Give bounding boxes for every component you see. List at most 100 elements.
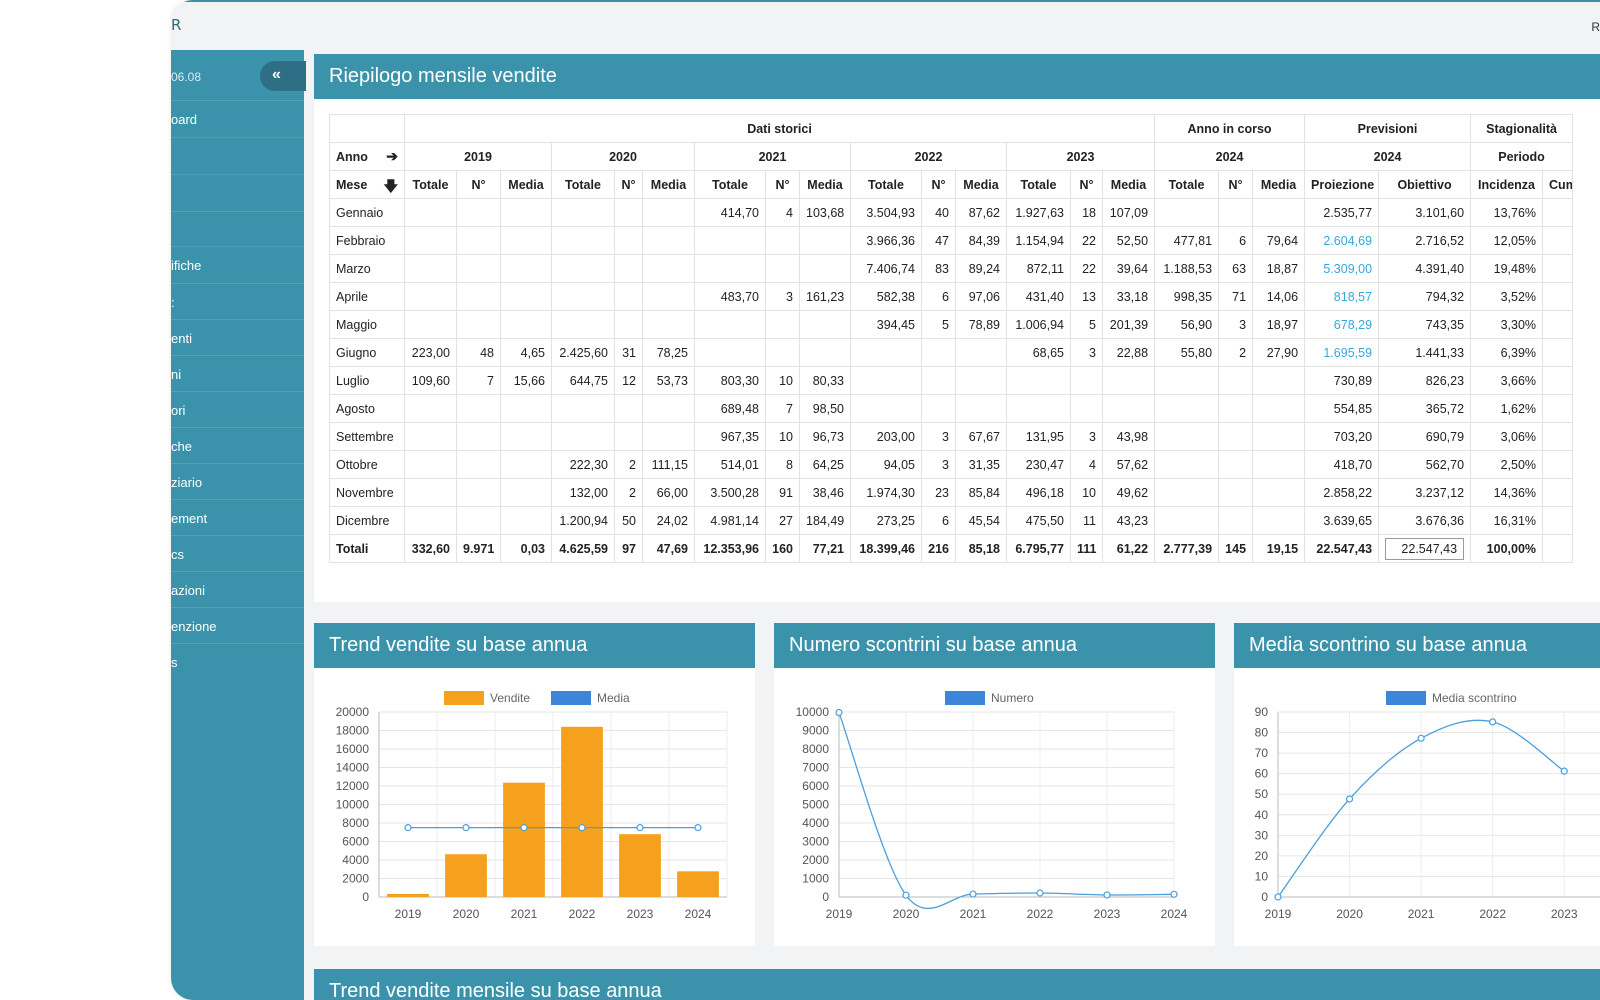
- projection-cell: 730,89: [1304, 366, 1380, 395]
- value-cell: 14,36%: [1470, 478, 1544, 507]
- value-cell: 803,30: [694, 366, 766, 395]
- value-cell: 203,00: [850, 422, 922, 451]
- value-cell: 5: [1070, 310, 1103, 339]
- value-cell: 3: [921, 450, 956, 479]
- value-cell: [1542, 254, 1574, 283]
- x-tick-label: 2024: [1161, 907, 1188, 921]
- sidebar-item[interactable]: oard: [171, 100, 304, 137]
- month-cell: Settembre: [329, 422, 405, 451]
- sidebar-item[interactable]: ni: [171, 355, 304, 392]
- value-cell: [1154, 198, 1220, 227]
- month-cell: Giugno: [329, 338, 405, 367]
- value-cell: 45,54: [955, 506, 1007, 535]
- col-avg: Media: [1252, 170, 1306, 199]
- sidebar-item[interactable]: enti: [171, 319, 304, 356]
- sidebar-collapse-button[interactable]: «: [260, 61, 306, 91]
- sidebar-item[interactable]: azioni: [171, 571, 304, 608]
- value-cell: [1218, 450, 1254, 479]
- bar-2020: [445, 854, 487, 897]
- legend-label: Numero: [991, 691, 1034, 705]
- corner-cell: [329, 114, 405, 143]
- projection-cell[interactable]: 678,29: [1304, 310, 1380, 339]
- legend-label: Media scontrino: [1432, 691, 1517, 705]
- year-header: 2024: [1154, 142, 1306, 171]
- col-count: N°: [1070, 170, 1103, 199]
- y-tick-label: 0: [822, 890, 829, 904]
- value-cell: 6: [1218, 226, 1254, 255]
- x-tick-label: 2022: [1479, 907, 1506, 921]
- sidebar-item[interactable]: ement: [171, 499, 304, 536]
- bar-2019: [387, 893, 429, 897]
- y-tick-label: 12000: [336, 779, 370, 793]
- total-cell: 61,22: [1101, 534, 1156, 563]
- legend-label: Vendite: [490, 691, 530, 705]
- total-cell: 4.625,59: [551, 534, 615, 563]
- value-cell: 365,72: [1378, 394, 1472, 423]
- value-cell: 10: [765, 366, 800, 395]
- target-total-input[interactable]: 22.547,43: [1385, 537, 1465, 560]
- value-cell: 22: [1070, 226, 1103, 255]
- projection-cell[interactable]: 1.695,59: [1304, 338, 1380, 367]
- sidebar-item[interactable]: s: [171, 643, 304, 680]
- value-cell: [456, 422, 501, 451]
- avg-receipt-chart: Media scontrino 0 10 20 30 40 50 60 70 80 90 2019 20…: [1255, 691, 1600, 921]
- col-avg: Media: [500, 170, 552, 199]
- sidebar-item[interactable]: ori: [171, 391, 304, 428]
- value-cell: [1252, 394, 1306, 423]
- y-tick-label: 8000: [802, 742, 829, 756]
- value-cell: [1154, 366, 1220, 395]
- data-point: [1170, 890, 1178, 898]
- receipts-trend-title: Numero scontrini su base annua: [774, 623, 1215, 668]
- sidebar-item[interactable]: [171, 174, 304, 211]
- sidebar-item[interactable]: ifiche: [171, 246, 304, 283]
- projection-cell[interactable]: 5.309,00: [1304, 254, 1380, 283]
- col-total: Totale: [551, 170, 615, 199]
- x-tick-label: 2022: [1027, 907, 1054, 921]
- data-point: [902, 891, 910, 899]
- value-cell: 496,18: [1006, 478, 1071, 507]
- value-cell: 2,50%: [1470, 450, 1544, 479]
- sidebar-item[interactable]: [171, 137, 304, 174]
- y-tick-label: 7000: [802, 761, 829, 775]
- value-cell: [551, 198, 615, 227]
- value-cell: [799, 338, 851, 367]
- value-cell: 43,23: [1101, 506, 1156, 535]
- value-cell: 743,35: [1378, 310, 1472, 339]
- sidebar-item[interactable]: enzione: [171, 607, 304, 644]
- value-cell: [642, 310, 695, 339]
- value-cell: 111,15: [642, 450, 695, 479]
- value-cell: 2: [614, 450, 643, 479]
- y-tick-label: 0: [1261, 890, 1268, 904]
- value-cell: 7: [456, 366, 501, 395]
- data-point: [1103, 891, 1111, 899]
- sidebar-item[interactable]: :: [171, 283, 304, 320]
- total-cell: 145: [1218, 534, 1254, 563]
- value-cell: [1542, 366, 1574, 395]
- sidebar-item[interactable]: [171, 211, 304, 248]
- year-row-label: Anno ➔: [329, 142, 405, 171]
- y-tick-label: 10000: [796, 705, 830, 719]
- value-cell: 4.391,40: [1378, 254, 1472, 283]
- summary-table-wrap: Dati storici Anno in corso Previsioni Stagi…: [329, 114, 1600, 563]
- value-cell: [921, 394, 956, 423]
- sidebar-item[interactable]: cs: [171, 535, 304, 572]
- sidebar-item[interactable]: che: [171, 427, 304, 464]
- month-row-label[interactable]: Mese 🡇: [329, 170, 405, 199]
- value-cell: [500, 226, 552, 255]
- col-cumulative: Cumulato: [1542, 170, 1574, 199]
- data-point: [1417, 734, 1425, 742]
- projection-cell[interactable]: 2.604,69: [1304, 226, 1380, 255]
- value-cell: 52,50: [1101, 226, 1156, 255]
- value-cell: [1154, 478, 1220, 507]
- value-cell: [404, 394, 457, 423]
- value-cell: 91: [765, 478, 800, 507]
- value-cell: 1.006,94: [1006, 310, 1071, 339]
- value-cell: 98,50: [799, 394, 851, 423]
- data-point: [462, 824, 470, 832]
- sidebar-item[interactable]: ziario: [171, 463, 304, 500]
- user-menu[interactable]: R: [1591, 20, 1600, 34]
- value-cell: [614, 310, 643, 339]
- value-cell: 27: [765, 506, 800, 535]
- projection-cell[interactable]: 818,57: [1304, 282, 1380, 311]
- top-bar: R R: [171, 0, 1600, 50]
